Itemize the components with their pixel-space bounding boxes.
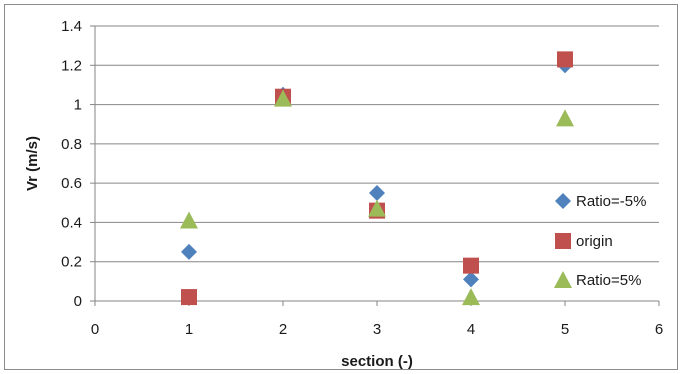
x-tick-label: 1: [185, 321, 193, 338]
y-tick-label: 0.6: [61, 175, 82, 192]
legend-triangle-icon: [554, 271, 572, 288]
y-tick-label: 0.2: [61, 254, 82, 271]
x-axis-title: section (-): [341, 353, 413, 370]
series-3-triangle-marker: [180, 211, 198, 229]
x-tick-label: 4: [467, 321, 475, 338]
series-3-triangle-marker: [462, 288, 480, 306]
series-3-triangle-marker: [368, 199, 386, 217]
x-tick-label: 3: [373, 321, 381, 338]
series-1-diamond-marker: [463, 271, 479, 288]
y-tick-label: 0: [74, 293, 82, 310]
x-tick-label: 6: [655, 321, 663, 338]
x-tick-label: 2: [279, 321, 287, 338]
y-tick-label: 0.8: [61, 136, 82, 153]
series-1-diamond-marker: [181, 243, 197, 260]
legend-label: Ratio=5%: [576, 272, 641, 289]
legend-diamond-icon: [555, 193, 571, 209]
axes: [90, 25, 660, 306]
series-3-triangle-marker: [274, 89, 292, 107]
y-axis-title: Vr (m/s): [24, 136, 41, 191]
y-tick-label: 1.4: [61, 18, 82, 35]
y-tick-label: 1.2: [61, 57, 82, 74]
tick-labels: 0 0.2 0.4 0.6 0.8 1 1.2 1.4 0 1 2 3 4 5 6: [61, 18, 663, 338]
series-1-diamond-marker: [369, 184, 385, 201]
series-2-square-marker: [557, 51, 573, 68]
legend-square-icon: [555, 233, 571, 249]
legend-label: origin: [576, 233, 613, 250]
y-tick-label: 0.4: [61, 214, 82, 231]
data-markers: [180, 51, 574, 306]
legend: Ratio=-5% origin Ratio=5%: [554, 193, 646, 289]
series-2-square-marker: [181, 289, 197, 306]
series-3-triangle-marker: [556, 109, 574, 127]
gridlines: [95, 25, 659, 263]
series-2-square-marker: [463, 257, 479, 274]
x-tick-label: 0: [91, 321, 99, 338]
legend-label: Ratio=-5%: [576, 193, 646, 210]
x-tick-label: 5: [561, 321, 569, 338]
y-tick-label: 1: [74, 97, 82, 114]
